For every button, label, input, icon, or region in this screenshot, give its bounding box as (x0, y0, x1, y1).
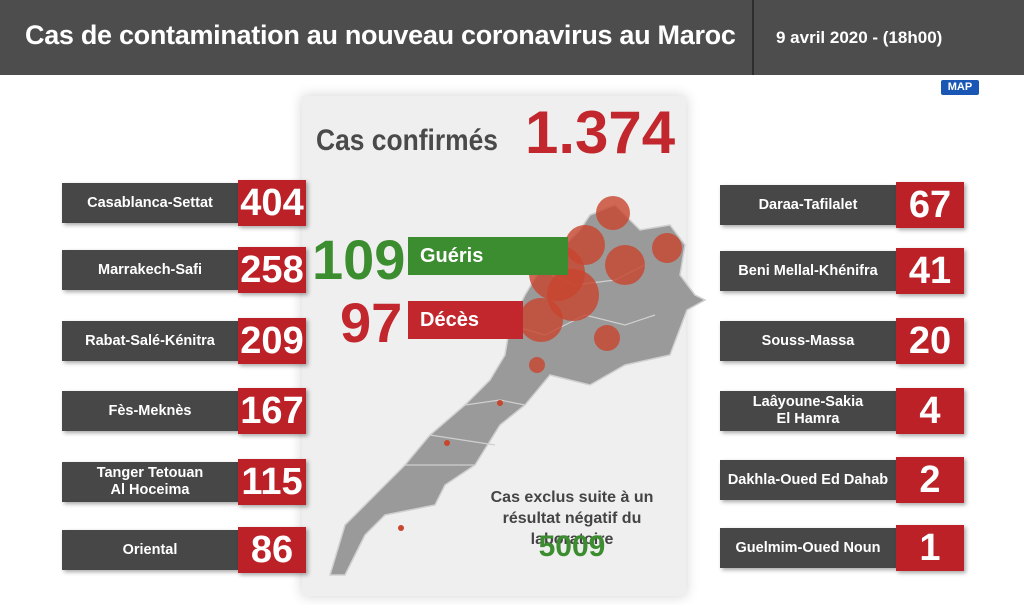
bubble (605, 245, 645, 285)
confirmed-value: 1.374 (525, 99, 676, 166)
region-value: 41 (896, 248, 964, 294)
recovered-label: Guéris (408, 237, 568, 275)
region-value: 20 (896, 318, 964, 364)
header-bar: Cas de contamination au nouveau coronavi… (0, 0, 1024, 75)
region-name: Rabat-Salé-Kénitra (62, 321, 238, 361)
region-value: 4 (896, 388, 964, 434)
region-row: Laâyoune-Sakia El Hamra 4 (720, 388, 964, 434)
header-date: 9 avril 2020 - (18h00) (776, 28, 943, 47)
bubble (444, 440, 450, 446)
confirmed-label: Cas confirmés (316, 124, 498, 157)
region-row: Guelmim-Oued Noun 1 (720, 525, 964, 571)
deaths-value: 97 (340, 291, 403, 354)
region-row: Oriental 86 (62, 527, 306, 573)
recovered-value: 109 (312, 228, 406, 291)
region-name: Tanger Tetouan Al Hoceima (62, 462, 238, 502)
bubble (652, 233, 682, 263)
region-value: 404 (238, 180, 306, 226)
region-name: Laâyoune-Sakia El Hamra (720, 391, 896, 431)
region-name: Guelmim-Oued Noun (720, 528, 896, 568)
header-divider (752, 0, 754, 75)
region-row: Fès-Meknès 167 (62, 388, 306, 434)
bubble (594, 325, 620, 351)
excluded-value: 5009 (538, 530, 606, 563)
bubble (547, 269, 599, 321)
region-row: Daraa-Tafilalet 67 (720, 182, 964, 228)
region-value: 209 (238, 318, 306, 364)
region-name: Marrakech-Safi (62, 250, 238, 290)
bubble (519, 298, 563, 342)
region-name: Fès-Meknès (62, 391, 238, 431)
region-row: Souss-Massa 20 (720, 318, 964, 364)
region-value: 2 (896, 457, 964, 503)
bubble (497, 400, 503, 406)
region-row: Tanger Tetouan Al Hoceima 115 (62, 459, 306, 505)
region-name: Oriental (62, 530, 238, 570)
region-value: 167 (238, 388, 306, 434)
region-value: 115 (238, 459, 306, 505)
region-name: Casablanca-Settat (62, 183, 238, 223)
bubble (529, 357, 545, 373)
region-row: Casablanca-Settat 404 (62, 180, 306, 226)
region-name: Daraa-Tafilalet (720, 185, 896, 225)
region-name: Beni Mellal-Khénifra (720, 251, 896, 291)
region-row: Beni Mellal-Khénifra 41 (720, 248, 964, 294)
page-title: Cas de contamination au nouveau coronavi… (25, 20, 736, 50)
region-name: Souss-Massa (720, 321, 896, 361)
region-row: Dakhla-Oued Ed Dahab 2 (720, 457, 964, 503)
map-shape (328, 204, 707, 576)
region-name: Dakhla-Oued Ed Dahab (720, 460, 896, 500)
region-row: Marrakech-Safi 258 (62, 247, 306, 293)
region-value: 86 (238, 527, 306, 573)
bubble (398, 525, 404, 531)
region-row: Rabat-Salé-Kénitra 209 (62, 318, 306, 364)
region-value: 258 (238, 247, 306, 293)
map-logo: MAP (941, 80, 979, 95)
deaths-label: Décès (408, 301, 523, 339)
region-value: 1 (896, 525, 964, 571)
excluded-text: Cas exclus suite à un résultat négatif d… (490, 489, 654, 548)
region-value: 67 (896, 182, 964, 228)
bubble (596, 196, 630, 230)
